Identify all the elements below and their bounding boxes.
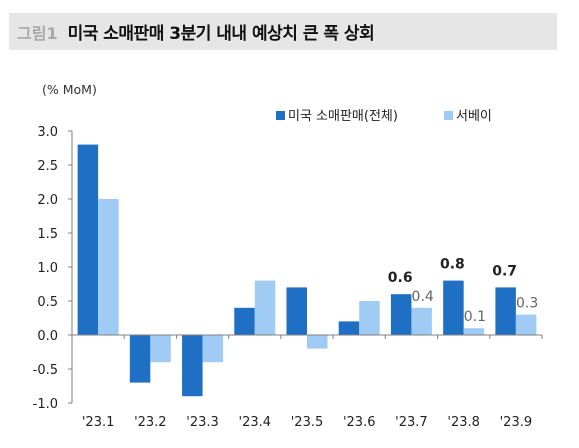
- y-tick-label: 1.0: [37, 261, 58, 276]
- x-tick-label: '23.2: [134, 415, 167, 430]
- data-label-series1-7: 0.1: [464, 309, 486, 325]
- figure-title-bar: 그림1 미국 소매판매 3분기 내내 예상치 큰 폭 상회: [9, 13, 557, 50]
- bar-series1-3: [254, 280, 276, 335]
- bar-series0-4: [286, 287, 307, 335]
- bar-series0-3: [234, 307, 255, 335]
- bar-series0-6: [390, 294, 412, 335]
- figure-title: 미국 소매판매 3분기 내내 예상치 큰 폭 상회: [67, 24, 375, 44]
- bar-series0-5: [338, 321, 360, 335]
- data-label-series0-7: 0.8: [440, 257, 465, 273]
- legend-swatch-0: [276, 111, 285, 120]
- x-tick-label: '23.3: [186, 415, 219, 430]
- y-tick-label: 2.5: [37, 159, 58, 174]
- bar-series0-8: [495, 287, 516, 335]
- bar-series1-5: [359, 301, 380, 335]
- x-axis: '23.1 '23.2 '23.3 '23.4 '23.5 '23.6 '23.7 '23.8…: [71, 334, 543, 430]
- y-tick-label: 2.0: [37, 193, 58, 208]
- x-tick-label: '23.5: [291, 415, 324, 430]
- bar-series1-7: [463, 328, 485, 335]
- bar-series0-7: [443, 280, 464, 335]
- y-tick-label: 3.0: [37, 125, 58, 140]
- data-label-series1-6: 0.4: [412, 289, 434, 305]
- bar-series1-6: [411, 307, 432, 335]
- bar-series0-0: [77, 144, 99, 335]
- legend-swatch-1: [444, 111, 453, 120]
- legend: 미국 소매판매(전체) 서베이: [276, 109, 492, 124]
- y-tick-label: 0.5: [37, 295, 58, 310]
- y-tick-label: -1.0: [33, 397, 58, 412]
- y-tick-label: -0.5: [33, 363, 58, 378]
- bar-series1-8: [515, 314, 537, 335]
- unit-label: (% MoM): [42, 82, 97, 97]
- x-tick-label: '23.1: [82, 415, 115, 430]
- figure-label: 그림1: [17, 23, 58, 43]
- bar-series1-2: [202, 335, 224, 363]
- y-tick-label: 0.0: [37, 329, 58, 344]
- x-tick-label: '23.7: [395, 415, 428, 430]
- legend-label-1: 서베이: [456, 109, 492, 124]
- data-label-series0-8: 0.7: [492, 263, 517, 279]
- bar-series0-2: [182, 335, 203, 397]
- y-axis: 3.0 2.5 2.0 1.5 1.0 0.5 0.0 -0.5 -1.0: [33, 125, 73, 412]
- data-label-series1-8: 0.3: [516, 296, 538, 312]
- x-tick-label: '23.6: [343, 415, 376, 430]
- x-tick-label: '23.8: [447, 415, 480, 430]
- data-labels: 0.6 0.4 0.8 0.1 0.7 0.3: [388, 257, 538, 326]
- data-label-series0-6: 0.6: [388, 270, 413, 286]
- bar-series1-0: [98, 199, 119, 335]
- bar-series1-4: [307, 335, 328, 349]
- x-tick-label: '23.4: [239, 415, 272, 430]
- legend-label-0: 미국 소매판매(전체): [288, 109, 398, 124]
- bar-series0-1: [129, 335, 151, 383]
- y-tick-label: 1.5: [37, 227, 58, 242]
- bar-series1-1: [150, 335, 171, 363]
- bars-group: [77, 144, 537, 397]
- x-tick-label: '23.9: [500, 415, 533, 430]
